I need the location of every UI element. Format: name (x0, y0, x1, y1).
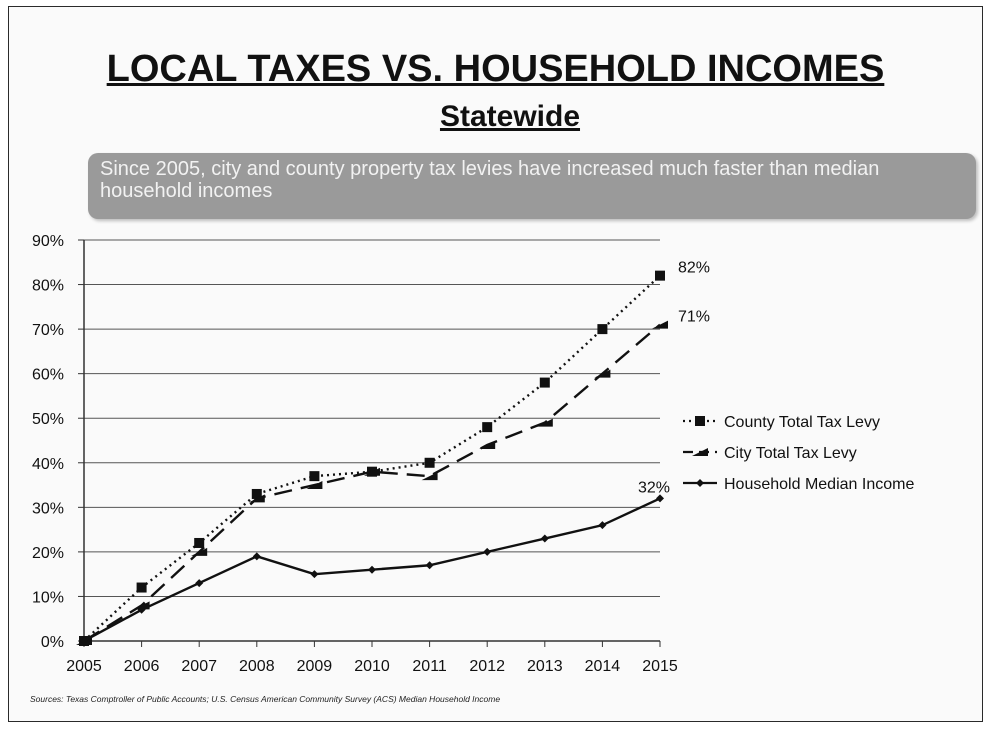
y-tick-label: 10% (32, 589, 64, 606)
county-total-tax-levy-point (597, 324, 608, 335)
y-tick-label: 30% (32, 500, 64, 517)
city-total-tax-levy-point (652, 320, 668, 329)
x-tick-label: 2007 (181, 658, 217, 675)
household-median-income-point (195, 579, 204, 588)
y-tick-label: 50% (32, 411, 64, 428)
x-tick-label: 2008 (239, 658, 275, 675)
county-total-tax-levy-point (136, 582, 147, 593)
legend-item: Household Median Income (683, 476, 914, 493)
chart-series (76, 270, 668, 646)
city-total-tax-levy-point (479, 440, 496, 449)
summary-banner-text: Since 2005, city and county property tax… (100, 158, 880, 202)
household-median-income-point (425, 561, 434, 570)
legend-item: City Total Tax Levy (683, 445, 857, 462)
x-tick-label: 2011 (412, 658, 447, 675)
chart-data-labels: 82% 71% 32% (638, 260, 710, 497)
end-data-label: 82% (678, 260, 710, 277)
county-total-tax-levy-point (655, 270, 665, 281)
end-data-label: 71% (678, 309, 710, 326)
chart-gridlines (84, 239, 660, 597)
legend-item: County Total Tax Levy (683, 414, 880, 431)
household-median-income-point (137, 605, 146, 614)
chart-tick-labels: 0% 10% 20% 30% 40% 50% 60% 70% 80% 90% 2005 2006 200… (32, 233, 678, 675)
y-tick-label: 70% (32, 322, 64, 339)
y-tick-label: 90% (32, 233, 64, 250)
series-city-total-tax-levy (76, 320, 668, 645)
household-median-income-point (598, 521, 607, 530)
legend-label: Household Median Income (724, 476, 914, 493)
x-tick-label: 2013 (527, 658, 563, 675)
series-line-city-total-tax-levy (83, 323, 661, 643)
series-household-median-income (80, 494, 664, 645)
county-total-tax-levy-point (539, 377, 550, 388)
household-median-income-point (368, 565, 376, 574)
county-total-tax-levy-point (309, 471, 320, 482)
county-total-tax-levy-point (251, 488, 262, 499)
county-total-tax-levy-point (194, 537, 205, 548)
y-tick-label: 20% (32, 545, 64, 562)
end-data-label: 32% (638, 479, 670, 496)
city-total-tax-levy-point (421, 472, 438, 481)
household-median-income-point (540, 534, 549, 543)
x-tick-label: 2012 (469, 658, 505, 675)
chart-legend: County Total Tax Levy City Total Tax Levy… (683, 414, 914, 493)
legend-label: County Total Tax Levy (724, 414, 880, 431)
legend-label: City Total Tax Levy (724, 445, 857, 462)
chart-axes (78, 239, 661, 647)
x-tick-label: 2015 (642, 658, 678, 675)
x-tick-label: 2005 (66, 658, 102, 675)
x-tick-label: 2010 (354, 658, 390, 675)
city-total-tax-levy-point (364, 467, 380, 476)
y-tick-label: 40% (32, 456, 64, 473)
household-median-income-point (656, 494, 664, 503)
slide-subtitle: Statewide (439, 100, 581, 133)
household-median-income-point (80, 637, 88, 645)
county-total-tax-levy-point (424, 457, 435, 468)
x-tick-label: 2009 (297, 658, 333, 675)
city-total-tax-levy-point (191, 547, 208, 556)
city-total-tax-levy-point (594, 369, 611, 378)
city-total-tax-levy-point (536, 418, 553, 427)
household-median-income-point (483, 547, 492, 556)
summary-banner (88, 153, 976, 219)
series-line-county-total-tax-levy (83, 274, 661, 642)
household-median-income-point (310, 570, 319, 579)
y-tick-label: 80% (32, 278, 64, 295)
legend-point (692, 448, 708, 456)
series-county-total-tax-levy (79, 270, 665, 646)
city-total-tax-levy-point (306, 481, 323, 490)
y-tick-label: 60% (32, 367, 64, 384)
x-tick-label: 2006 (124, 658, 160, 675)
slide-frame (8, 6, 983, 722)
city-total-tax-levy-point (248, 494, 265, 503)
legend-point (696, 479, 704, 487)
x-tick-label: 2014 (585, 658, 621, 675)
legend-point (695, 416, 705, 426)
y-tick-label: 0% (41, 634, 64, 651)
household-median-income-point (252, 552, 261, 561)
source-note: Sources: Texas Comptroller of Public Acc… (30, 694, 501, 704)
county-total-tax-levy-point (482, 422, 493, 433)
slide-title: LOCAL TAXES VS. HOUSEHOLD INCOMES (106, 48, 885, 90)
